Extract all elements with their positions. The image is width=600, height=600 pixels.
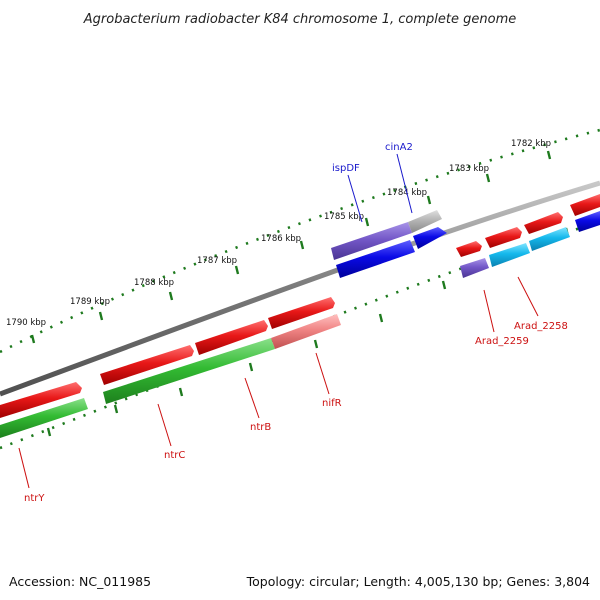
scale-label: 1783 kbp (449, 164, 489, 174)
gene-arrow (460, 258, 489, 278)
gene-label-ntrY: ntrY (24, 493, 45, 504)
scale-label: 1787 kbp (197, 256, 237, 266)
gene-label-nifR: nifR (322, 398, 342, 409)
forward-strand-genes (0, 194, 600, 418)
outer-major-ticks (30, 150, 552, 344)
gene-arrow (529, 227, 570, 251)
gene-arrow (485, 227, 522, 248)
gene-label-Arad_2259: Arad_2259 (475, 336, 529, 347)
scale-label: 1785 kbp (324, 212, 364, 222)
gene-arrow (195, 320, 268, 355)
gene-labels: cinA2 ispDF Arad_2258 Arad_2259 nifR ntr… (24, 142, 568, 504)
gene-arrow (268, 297, 335, 329)
gene-arrow (331, 222, 412, 260)
gene-label-Arad_2258: Arad_2258 (514, 321, 568, 332)
gene-arrow (575, 211, 600, 232)
genome-summary-text: Topology: circular; Length: 4,005,130 bp… (246, 574, 590, 589)
gene-arrow (103, 338, 275, 404)
gene-arrow (0, 398, 88, 438)
scale-label: 1790 kbp (6, 318, 46, 328)
map-title: Agrobacterium radiobacter K84 chromosome… (83, 12, 516, 27)
gene-arrow (0, 382, 82, 418)
label-leaders (18, 153, 539, 489)
gene-arrow (489, 243, 530, 267)
upper-gene-cluster (331, 210, 447, 278)
gene-arrow (570, 194, 600, 216)
gene-arrow (100, 345, 194, 385)
gene-label-ispDF: ispDF (332, 163, 360, 174)
gene-arrow (336, 240, 415, 278)
gene-label-ntrC: ntrC (164, 450, 185, 461)
gene-label-ntrB: ntrB (250, 422, 271, 433)
gene-label-cinA2: cinA2 (385, 142, 413, 153)
scale-labels: 1782 kbp 1783 kbp 1784 kbp 1785 kbp 1786… (6, 139, 551, 328)
scale-label: 1782 kbp (511, 139, 551, 149)
gene-arrow (524, 212, 563, 234)
gene-arrow (413, 227, 447, 249)
scale-label: 1788 kbp (134, 278, 174, 288)
accession-text: Accession: NC_011985 (9, 574, 151, 589)
gene-arrow (408, 210, 442, 233)
scale-label: 1789 kbp (70, 297, 110, 307)
gene-arrow (271, 314, 341, 349)
gene-arrow (456, 241, 482, 257)
reverse-strand-genes (0, 211, 600, 438)
scale-label: 1786 kbp (261, 234, 301, 244)
chromosome-backbone (0, 180, 600, 397)
